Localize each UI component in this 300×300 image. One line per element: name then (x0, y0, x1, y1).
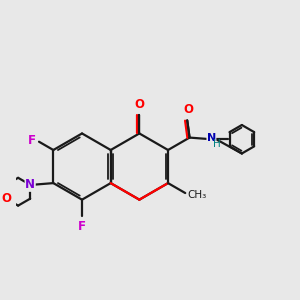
Text: O: O (1, 192, 11, 205)
Text: F: F (28, 134, 36, 147)
Text: O: O (134, 98, 144, 111)
Text: O: O (183, 103, 193, 116)
Text: N: N (25, 178, 35, 191)
Text: CH₃: CH₃ (187, 190, 206, 200)
Text: F: F (78, 220, 86, 233)
Text: H: H (214, 139, 221, 149)
Text: N: N (207, 133, 216, 143)
